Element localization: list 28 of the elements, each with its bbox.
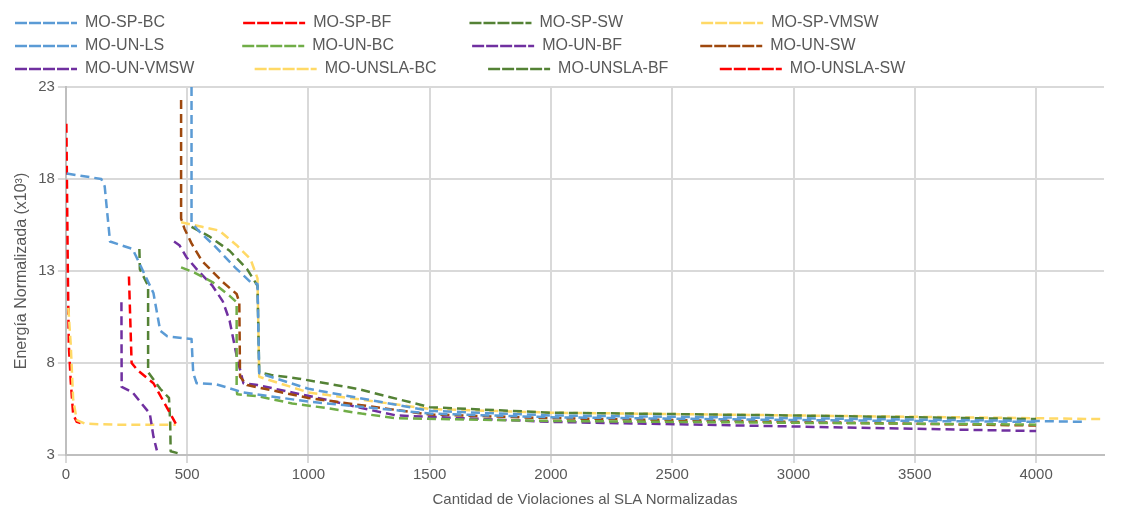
x-tick-label: 3500	[898, 465, 932, 483]
x-tick-label: 500	[174, 465, 200, 483]
legend-label: MO-UNSLA-BF	[558, 59, 713, 77]
legend-label: MO-UN-LS	[85, 36, 236, 54]
x-tick-label: 2500	[655, 465, 689, 483]
legend-label: MO-UN-VMSW	[85, 59, 248, 77]
x-tick-label: 0	[61, 465, 71, 483]
legend-label: MO-SP-BF	[313, 13, 463, 31]
y-tick-label: 13	[38, 261, 55, 279]
x-tick-label: 1500	[413, 465, 447, 483]
legend-label: MO-UNSLA-SW	[789, 59, 950, 77]
x-tick-label: 2000	[534, 465, 568, 483]
x-axis-title: Cantidad de Violaciones al SLA Normalizadas	[432, 490, 738, 508]
legend-label: MO-UNSLA-BC	[324, 59, 482, 77]
legend-label: MO-SP-VMSW	[771, 13, 933, 31]
legend-label: MO-SP-SW	[539, 13, 695, 31]
y-tick-label: 23	[38, 77, 55, 95]
x-tick-label: 4000	[1019, 465, 1053, 483]
y-tick-label: 8	[46, 353, 55, 371]
x-tick-label: 3000	[776, 465, 811, 483]
legend-label: MO-UN-SW	[770, 36, 927, 54]
legend-label: MO-SP-BC	[85, 13, 237, 31]
y-tick-label: 3	[46, 445, 55, 463]
x-tick-label: 1000	[291, 465, 326, 483]
legend-label: MO-UN-BC	[312, 36, 466, 54]
legend-label: MO-UN-BF	[542, 36, 694, 54]
y-axis-title: Energía Normalizada (x10³)	[12, 172, 30, 370]
y-tick-label: 18	[38, 169, 55, 187]
